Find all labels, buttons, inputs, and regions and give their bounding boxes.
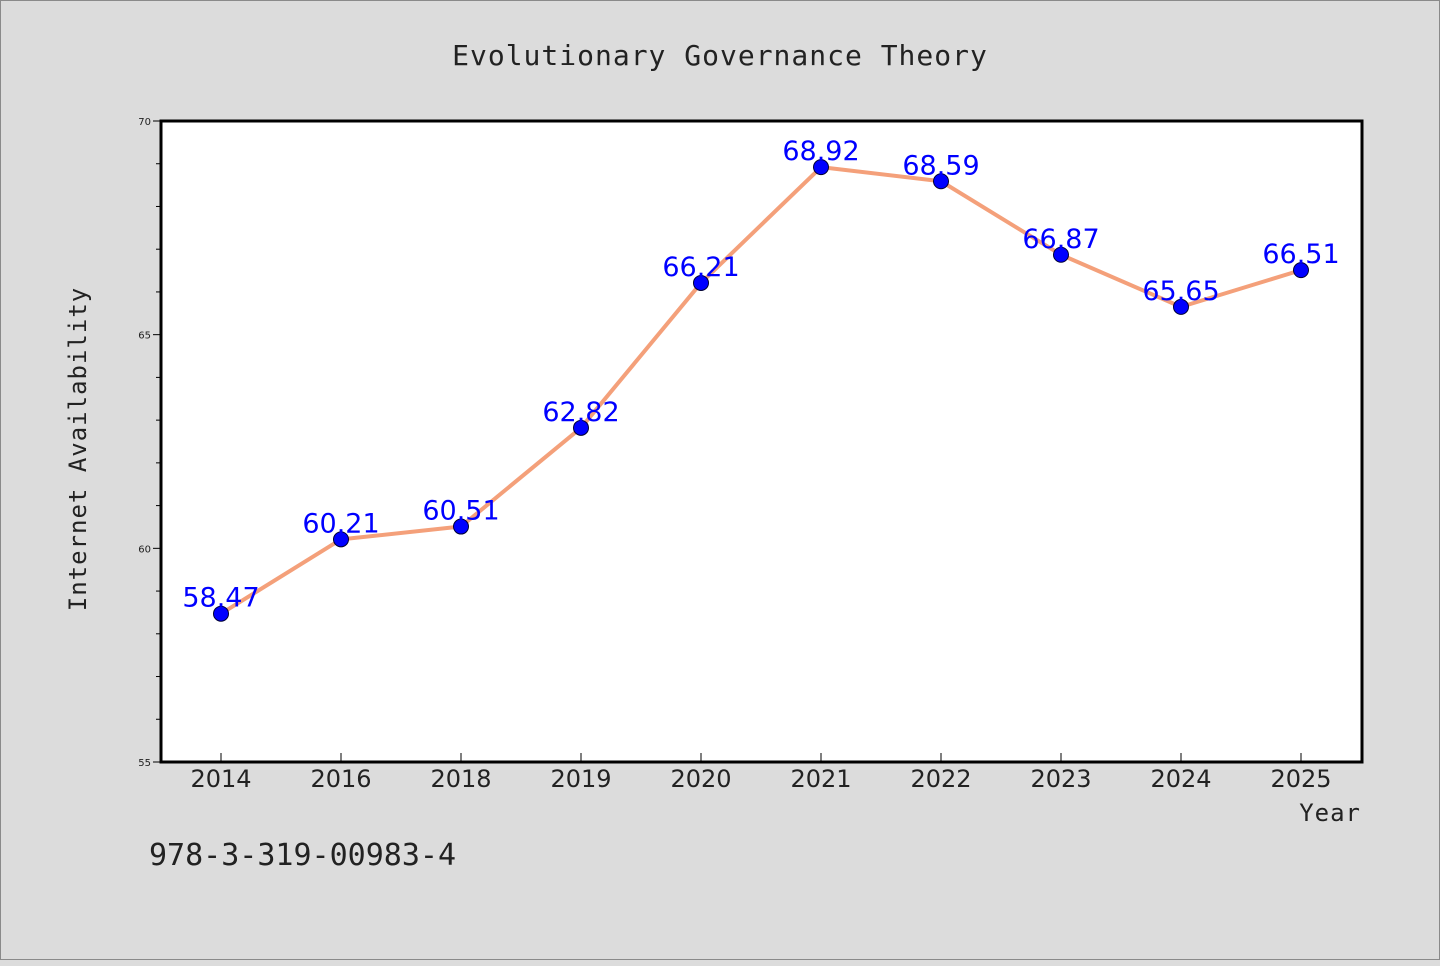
isbn-footer: 978-3-319-00983-4: [149, 838, 456, 873]
data-point: [933, 173, 949, 190]
series-line: [219, 165, 1303, 616]
data-label: 66.87: [1022, 224, 1099, 255]
data-label-layer: 58.47 60.21 60.51 62.82 66.21 68.92 68.59 66.87…: [182, 136, 1339, 614]
y-axis-label: Internet Availability: [64, 287, 92, 611]
data-label: 58.47: [182, 583, 259, 614]
data-point: [453, 518, 469, 535]
x-tick-label: 2016: [310, 765, 371, 793]
x-tick-label: 2024: [1150, 765, 1211, 793]
plot-area: [159, 119, 1364, 764]
data-label: 62.82: [542, 397, 619, 428]
data-label: 66.51: [1262, 239, 1339, 270]
data-label: 65.65: [1142, 276, 1219, 307]
data-point: [333, 531, 349, 548]
x-tick-label: 2020: [670, 765, 731, 793]
data-point: [1173, 298, 1189, 315]
data-label: 60.51: [422, 496, 499, 527]
x-tick-label: 2022: [910, 765, 971, 793]
y-tick-label: 55: [138, 758, 151, 769]
x-tick-label: 2025: [1270, 765, 1331, 793]
data-label: 68.59: [902, 150, 979, 181]
x-axis-label: Year: [1299, 799, 1361, 827]
x-tick-label: 2014: [190, 765, 251, 793]
data-label: 60.21: [302, 508, 379, 539]
y-axis: 55 60 65 70: [138, 117, 161, 769]
x-tick-label: 2019: [550, 765, 611, 793]
y-tick-label: 65: [138, 331, 151, 342]
data-point: [573, 419, 589, 436]
data-point: [1293, 262, 1309, 279]
x-tick-label: 2023: [1030, 765, 1091, 793]
chart-title: Evolutionary Governance Theory: [452, 39, 988, 72]
data-label: 66.21: [662, 252, 739, 283]
x-tick-label: 2021: [790, 765, 851, 793]
data-point: [693, 274, 709, 291]
y-tick-label: 70: [138, 117, 151, 128]
data-point: [1053, 246, 1069, 263]
data-point: [813, 159, 829, 176]
data-label: 68.92: [782, 136, 859, 167]
series-layer: [213, 159, 1309, 622]
x-tick-label: 2018: [430, 765, 491, 793]
x-axis: 2014 2016 2018 2019 2020 2021 2022 2023 2024 2025: [190, 753, 1332, 793]
y-tick-label: 60: [138, 544, 151, 555]
data-point: [213, 605, 229, 622]
